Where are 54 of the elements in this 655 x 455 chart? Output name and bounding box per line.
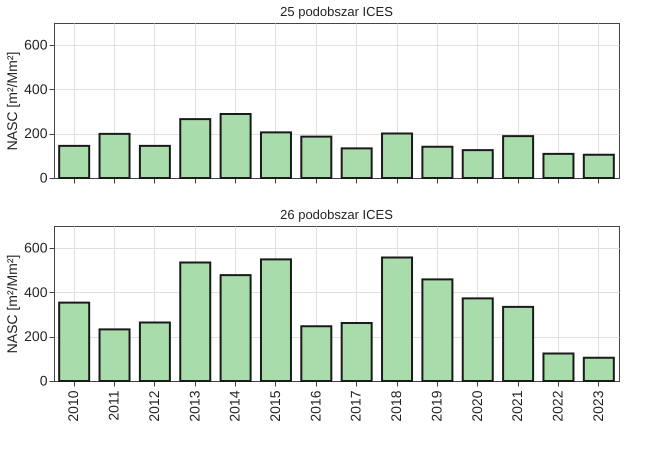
x-tick-label: 2010 — [65, 390, 82, 422]
x-tick-label: 2019 — [428, 390, 444, 422]
bar — [542, 152, 574, 179]
bar — [260, 258, 292, 382]
x-tick-label: 2022 — [549, 390, 566, 422]
bar — [260, 131, 292, 179]
bar — [582, 154, 615, 179]
bar — [220, 113, 252, 179]
bar — [98, 328, 131, 382]
x-tick-label: 2013 — [186, 390, 202, 422]
bar — [542, 352, 574, 382]
y-axis-title: NASC [m²/Mm²] — [4, 254, 20, 354]
bar — [138, 144, 171, 179]
bar — [300, 325, 332, 382]
bar — [220, 274, 252, 382]
x-tick-label: 2018 — [388, 390, 404, 422]
bar — [381, 256, 414, 382]
x-tick-label: 2015 — [266, 390, 283, 422]
y-axis-title: NASC [m²/Mm²] — [4, 52, 20, 150]
bar — [300, 136, 332, 179]
bar — [179, 262, 212, 382]
bar — [462, 149, 494, 179]
bar — [421, 146, 454, 179]
bar — [138, 322, 171, 382]
bar — [502, 306, 534, 382]
bar — [98, 132, 131, 179]
y-tick-label: 400 — [24, 80, 48, 97]
bar — [582, 356, 615, 382]
x-tick-label: 2016 — [307, 390, 324, 422]
bar — [340, 322, 373, 382]
bar — [58, 302, 90, 382]
y-tick-label: 0 — [40, 170, 48, 186]
x-tick-label: 2020 — [468, 390, 485, 422]
x-tick-label: 2021 — [509, 390, 526, 422]
x-tick-label: 2012 — [146, 390, 162, 422]
chart-title: 25 podobszar ICES — [280, 4, 394, 19]
bar — [340, 147, 373, 179]
x-tick-label: 2023 — [590, 390, 606, 422]
y-tick-label: 600 — [24, 240, 48, 256]
bar — [58, 144, 90, 179]
y-tick-label: 0 — [40, 372, 48, 388]
bar — [381, 132, 414, 179]
bar — [179, 118, 212, 179]
y-tick-label: 600 — [24, 36, 48, 53]
y-tick-label: 200 — [24, 328, 48, 344]
x-tick-label: 2011 — [106, 390, 122, 421]
y-tick-label: 200 — [24, 125, 48, 142]
bar — [502, 135, 534, 179]
bar — [462, 297, 494, 382]
y-tick-label: 400 — [24, 284, 48, 300]
bar — [421, 278, 454, 382]
x-tick-label: 2014 — [226, 390, 243, 422]
chart-title: 26 podobszar ICES — [280, 207, 394, 222]
x-tick-label: 2017 — [348, 390, 364, 422]
